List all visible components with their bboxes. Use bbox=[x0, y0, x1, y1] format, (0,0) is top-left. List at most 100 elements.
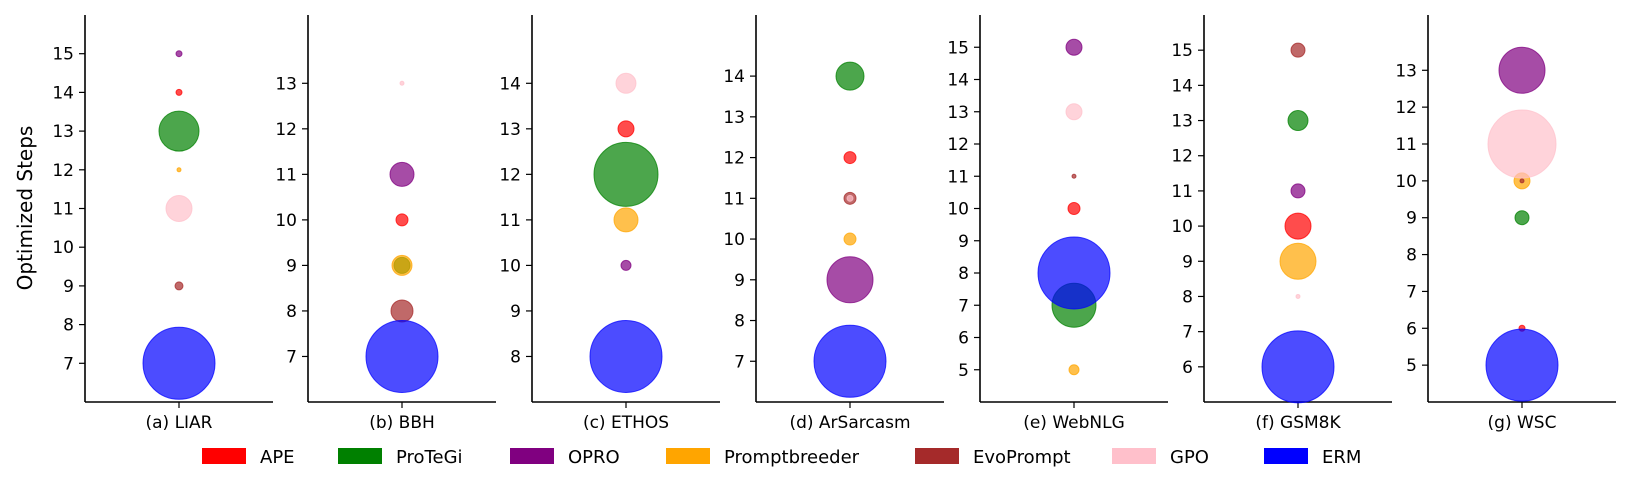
bubble-gpo bbox=[615, 72, 637, 94]
bubble-opro bbox=[389, 161, 415, 187]
y-tick-label: 7 bbox=[286, 347, 297, 367]
bubble-gpo bbox=[846, 194, 854, 202]
bubble-protegi bbox=[1287, 110, 1309, 132]
bubble-gpo bbox=[165, 195, 193, 222]
y-tick-label: 10 bbox=[275, 211, 297, 231]
y-tick-label: 9 bbox=[510, 302, 521, 322]
bubble-opro bbox=[1065, 38, 1083, 56]
bubble-opro bbox=[1290, 183, 1306, 199]
y-tick-label: 11 bbox=[1171, 182, 1193, 202]
legend-item-ape: APE bbox=[202, 447, 295, 468]
panel-e-webnlg: 5 6 7 8 9 10 11 12 13 14 15 (e) WebNLG bbox=[947, 15, 1168, 433]
legend-swatch bbox=[1112, 448, 1156, 464]
legend-swatch bbox=[915, 448, 959, 464]
panel-title: (a) LIAR bbox=[145, 413, 212, 433]
legend-swatch bbox=[666, 448, 710, 464]
y-tick-label: 13 bbox=[1171, 112, 1193, 132]
bubble-protegi bbox=[835, 61, 865, 91]
panel-b-bbh: 7 8 9 10 11 12 13 (b) BBH bbox=[275, 15, 496, 433]
y-tick-label: 9 bbox=[958, 232, 969, 252]
legend-label: APE bbox=[260, 447, 295, 468]
bubble-ape bbox=[175, 88, 183, 96]
y-tick-label: 8 bbox=[1406, 246, 1417, 266]
legend-item-opro: OPRO bbox=[510, 447, 620, 468]
y-tick-label: 7 bbox=[1406, 282, 1417, 302]
bubble-evoprompt bbox=[1290, 42, 1306, 58]
y-tick-label: 13 bbox=[1395, 61, 1417, 81]
y-tick-label: 15 bbox=[947, 38, 969, 58]
y-tick-label: 14 bbox=[499, 74, 521, 94]
bubble-erm bbox=[589, 319, 663, 393]
legend-item-evoprompt: EvoPrompt bbox=[915, 447, 1071, 468]
bubble-erm bbox=[1261, 330, 1335, 404]
y-tick-label: 13 bbox=[275, 74, 297, 94]
y-tick-label: 7 bbox=[1182, 323, 1193, 343]
legend-item-protegi: ProTeGi bbox=[338, 447, 463, 468]
bubble-promptbreeder bbox=[843, 232, 857, 246]
y-tick-label: 12 bbox=[947, 135, 969, 155]
y-tick-label: 12 bbox=[1171, 147, 1193, 167]
y-tick-label: 8 bbox=[1182, 287, 1193, 307]
y-tick-label: 13 bbox=[723, 108, 745, 128]
y-tick-label: 10 bbox=[947, 200, 969, 220]
legend-label: EvoPrompt bbox=[973, 447, 1071, 468]
y-tick-label: 15 bbox=[52, 45, 74, 65]
legend-swatch bbox=[510, 448, 554, 464]
y-tick-label: 9 bbox=[734, 271, 745, 291]
legend-label: GPO bbox=[1170, 447, 1209, 468]
y-tick-label: 8 bbox=[63, 316, 74, 336]
bubble-erm bbox=[142, 326, 216, 400]
bubble-ape bbox=[1067, 202, 1081, 215]
y-tick-label: 6 bbox=[1182, 358, 1193, 378]
y-tick-label: 8 bbox=[958, 264, 969, 284]
panel-g-wsc: 5 6 7 8 9 10 11 12 13 (g) WSC bbox=[1395, 15, 1616, 433]
legend-label: ProTeGi bbox=[396, 447, 463, 468]
bubble-erm bbox=[1485, 328, 1559, 402]
bubble-promptbreeder bbox=[1068, 364, 1080, 376]
legend-label: OPRO bbox=[568, 447, 620, 468]
y-tick-label: 7 bbox=[958, 296, 969, 316]
y-tick-label: 14 bbox=[723, 67, 745, 87]
y-tick-label: 9 bbox=[1406, 209, 1417, 229]
bubble-opro bbox=[620, 259, 632, 271]
legend-swatch bbox=[338, 448, 382, 464]
y-tick-label: 12 bbox=[499, 165, 521, 185]
y-tick-label: 11 bbox=[947, 167, 969, 187]
bubble-gpo bbox=[399, 80, 405, 86]
y-tick-label: 9 bbox=[1182, 252, 1193, 272]
bubble-promptbreeder bbox=[613, 207, 639, 233]
panel-title: (b) BBH bbox=[369, 413, 435, 433]
bubble-ape bbox=[1284, 212, 1312, 240]
y-tick-label: 5 bbox=[1406, 356, 1417, 376]
panel-f-gsm8k: 6 7 8 9 10 11 12 13 14 15 (f) GSM8K bbox=[1171, 15, 1392, 433]
panel-title: (c) ETHOS bbox=[583, 413, 669, 433]
y-tick-label: 13 bbox=[947, 103, 969, 123]
y-tick-label: 11 bbox=[52, 200, 74, 220]
bubble-opro bbox=[1498, 46, 1546, 94]
bubble-evoprompt bbox=[1071, 173, 1077, 179]
y-tick-label: 10 bbox=[499, 256, 521, 276]
legend-label: Promptbreeder bbox=[724, 447, 860, 468]
bubble-ape bbox=[395, 213, 409, 227]
bubble-opro bbox=[175, 50, 183, 58]
bubble-opro bbox=[826, 256, 874, 304]
bubble-promptbreeder bbox=[176, 167, 182, 173]
y-tick-label: 12 bbox=[275, 120, 297, 140]
y-tick-label: 11 bbox=[1395, 135, 1417, 155]
bubble-ape bbox=[617, 120, 635, 138]
bubble-evoprompt bbox=[174, 281, 184, 291]
y-tick-label: 14 bbox=[947, 71, 969, 91]
y-tick-label: 14 bbox=[1171, 76, 1193, 96]
legend-item-gpo: GPO bbox=[1112, 447, 1209, 468]
y-tick-label: 10 bbox=[723, 230, 745, 250]
y-tick-label: 13 bbox=[499, 120, 521, 140]
bubble-gpo bbox=[1295, 293, 1301, 299]
legend-label: ERM bbox=[1322, 447, 1361, 468]
panel-c-ethos: 8 9 10 11 12 13 14 (c) ETHOS bbox=[499, 15, 720, 433]
y-tick-label: 11 bbox=[723, 189, 745, 209]
legend-item-erm: ERM bbox=[1264, 447, 1361, 468]
bubble-erm bbox=[813, 324, 887, 398]
panel-a-liar: 7 8 9 10 11 12 13 14 15 (a) LIAR bbox=[52, 15, 273, 433]
panel-d-arsarcasm: 7 8 9 10 11 12 13 14 (d) ArSarcasm bbox=[723, 15, 944, 433]
